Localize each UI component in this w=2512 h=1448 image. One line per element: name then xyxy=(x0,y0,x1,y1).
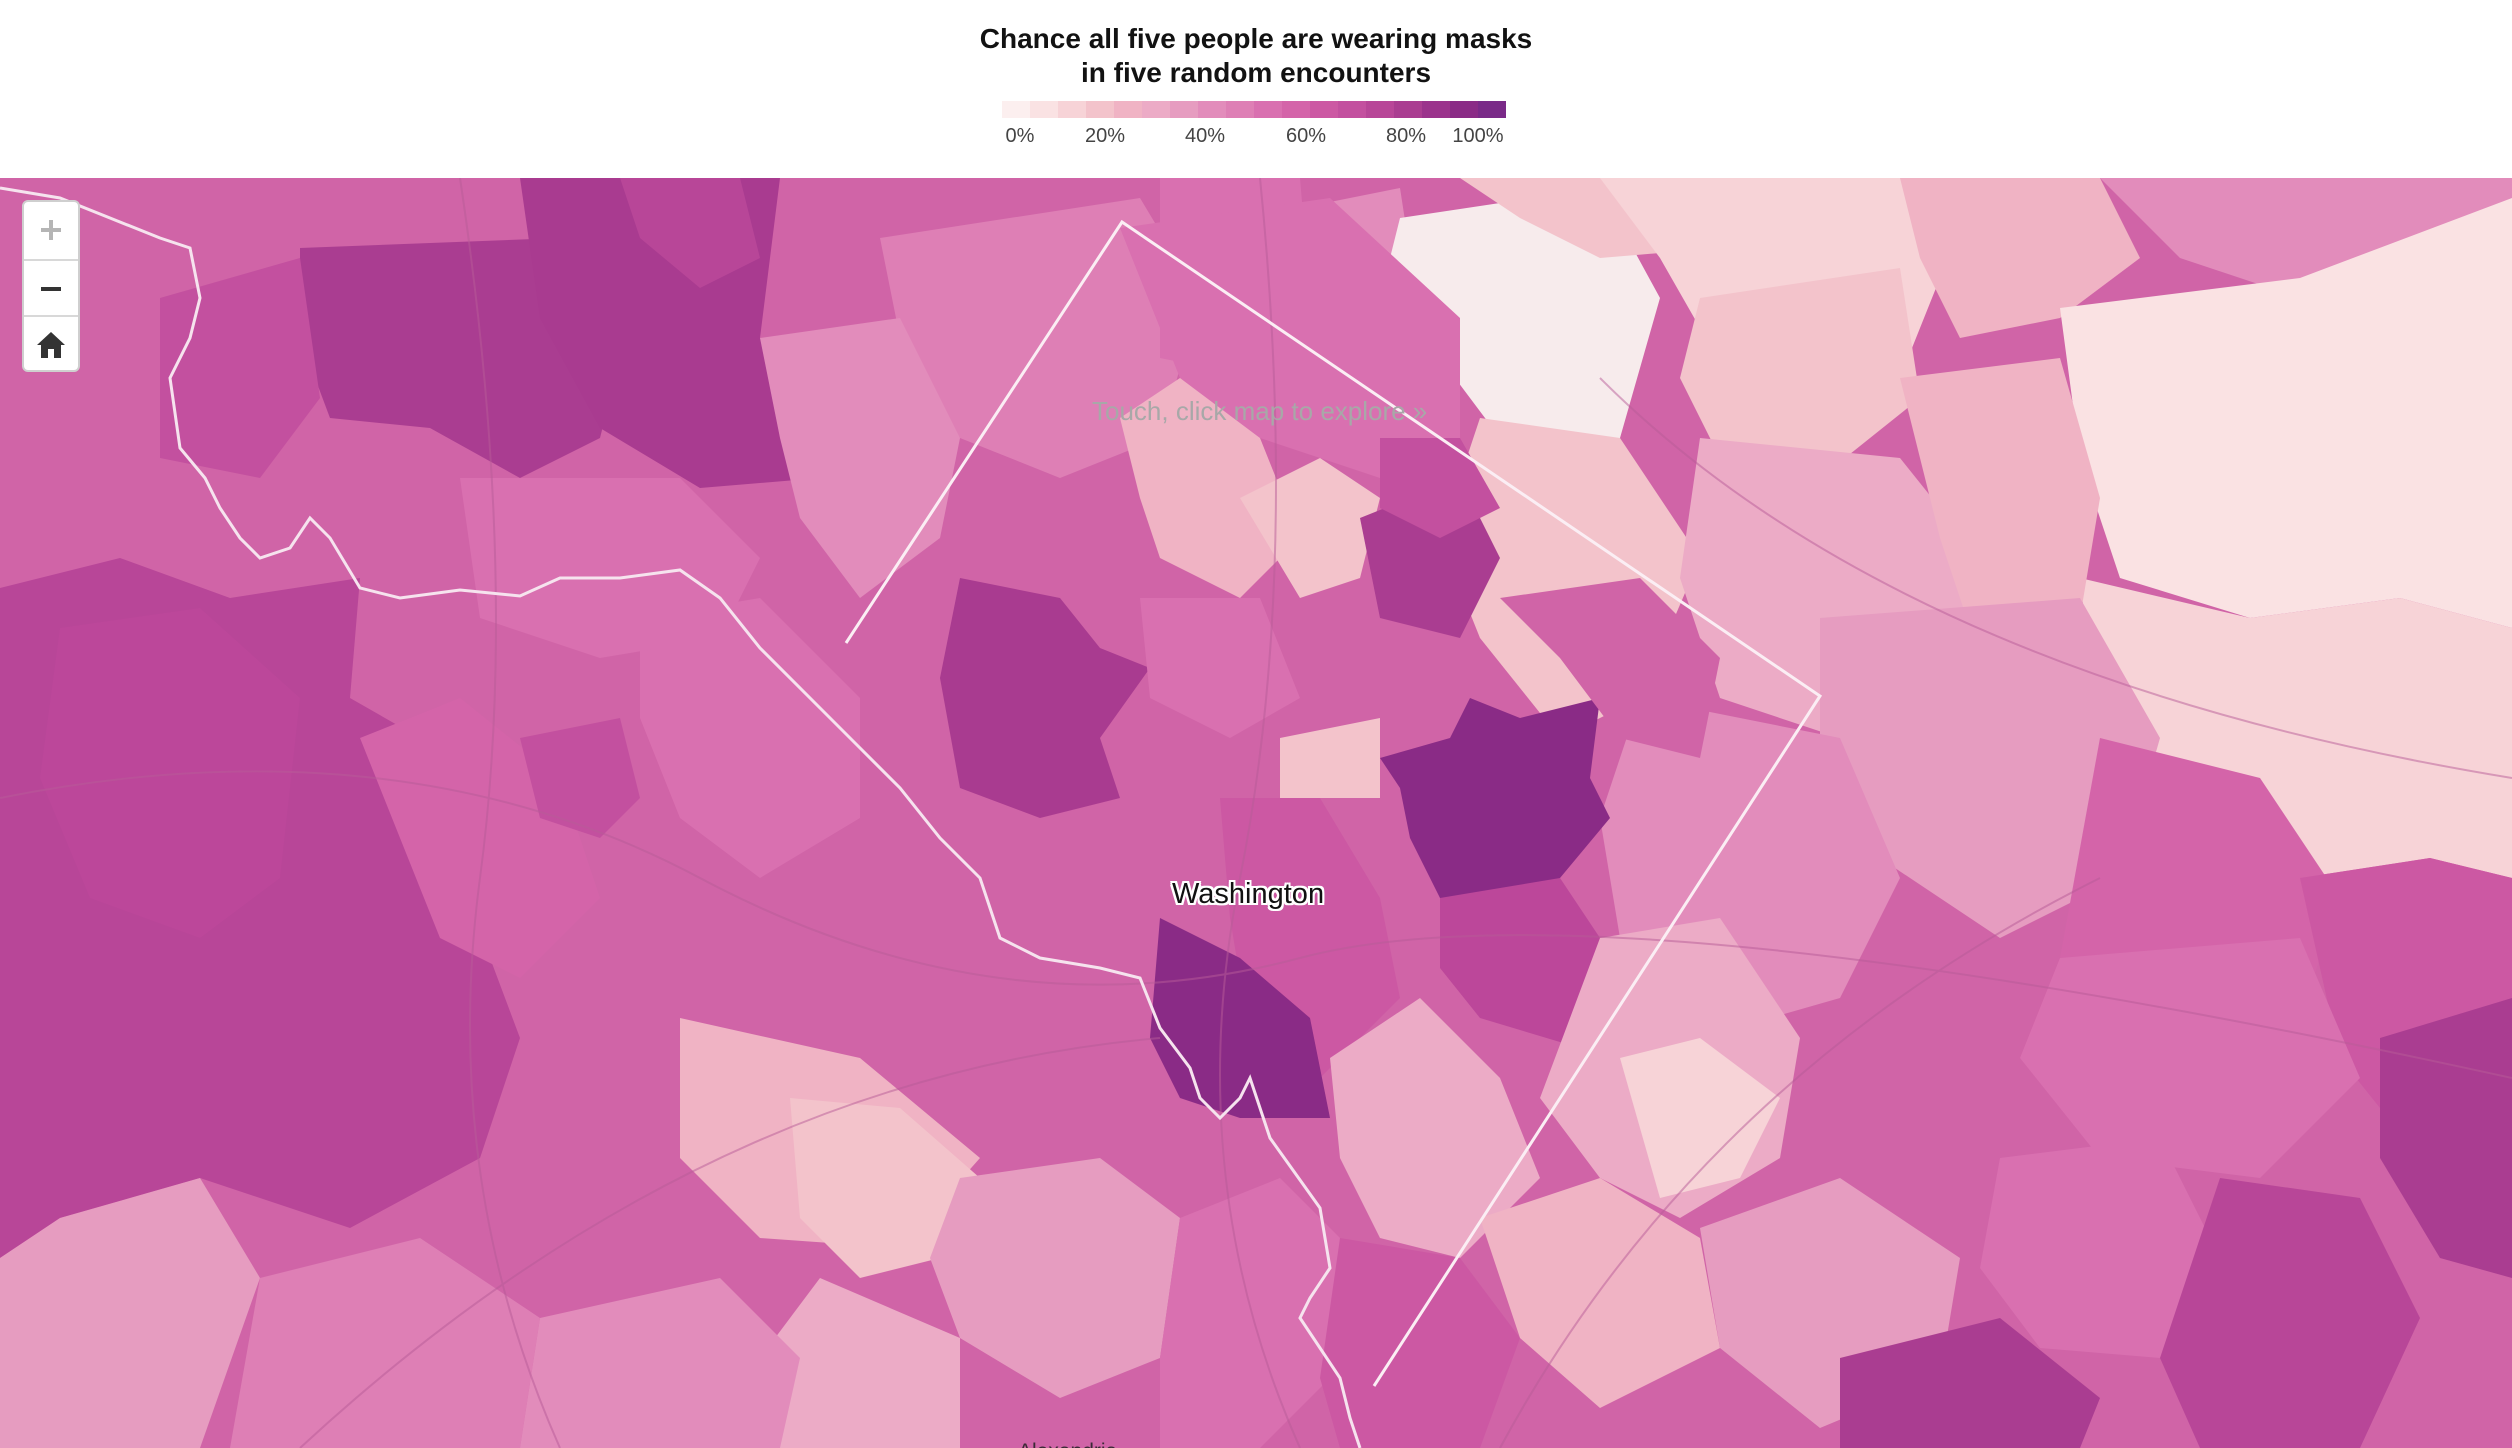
region[interactable] xyxy=(2060,198,2512,628)
legend-swatch xyxy=(1450,101,1478,118)
legend-swatch xyxy=(1002,101,1030,118)
legend-swatch xyxy=(1282,101,1310,118)
zoom-in-button[interactable] xyxy=(24,202,78,258)
region[interactable] xyxy=(1330,998,1540,1258)
region[interactable] xyxy=(2380,998,2512,1278)
region[interactable] xyxy=(640,598,860,878)
region[interactable] xyxy=(940,578,1150,818)
region[interactable] xyxy=(520,718,640,838)
region[interactable] xyxy=(2080,578,2512,878)
legend-swatch xyxy=(1394,101,1422,118)
legend-swatch xyxy=(1366,101,1394,118)
region[interactable] xyxy=(620,178,760,288)
region[interactable] xyxy=(1280,718,1380,798)
legend-tick-80: 80% xyxy=(1385,125,1427,147)
region[interactable] xyxy=(790,1098,980,1278)
legend-swatch xyxy=(1058,101,1086,118)
region[interactable] xyxy=(1980,1138,2220,1358)
region[interactable] xyxy=(1320,1238,1520,1448)
region[interactable] xyxy=(1150,918,1330,1118)
legend-swatch xyxy=(1422,101,1450,118)
road-lines xyxy=(0,178,2512,1448)
legend-swatch xyxy=(1170,101,1198,118)
region[interactable] xyxy=(520,1278,800,1448)
map-controls xyxy=(22,200,80,372)
region[interactable] xyxy=(0,1178,260,1448)
region[interactable] xyxy=(1480,1178,1720,1408)
choropleth-map[interactable]: Touch, click map to explore » Washington… xyxy=(0,178,2512,1448)
legend-header: Chance all five people are wearing masks… xyxy=(0,0,2512,178)
legend-swatch xyxy=(1338,101,1366,118)
legend-title-line1: Chance all five people are wearing masks xyxy=(979,23,1533,54)
region[interactable] xyxy=(760,1278,960,1448)
zoom-out-button[interactable] xyxy=(24,259,78,317)
region[interactable] xyxy=(1500,578,1720,758)
legend-tick-100: 100% xyxy=(1452,125,1504,147)
legend-swatch xyxy=(1226,101,1254,118)
region[interactable] xyxy=(1120,378,1300,598)
region[interactable] xyxy=(1380,698,1610,908)
plus-icon xyxy=(41,220,61,240)
map-regions[interactable] xyxy=(0,178,2512,1448)
explore-hint: Touch, click map to explore » xyxy=(1092,396,1428,426)
region[interactable] xyxy=(2160,1178,2420,1448)
region[interactable] xyxy=(460,478,760,658)
label-washington: Washington xyxy=(1172,878,1325,910)
legend-swatch xyxy=(1198,101,1226,118)
region[interactable] xyxy=(1900,358,2100,658)
legend-color-bar xyxy=(1002,101,1506,118)
legend-swatch xyxy=(1310,101,1338,118)
legend-tick-40: 40% xyxy=(1184,125,1226,147)
legend-swatch xyxy=(1086,101,1114,118)
region[interactable] xyxy=(1840,1318,2100,1448)
region[interactable] xyxy=(1820,598,2160,938)
region[interactable] xyxy=(230,1238,540,1448)
region[interactable] xyxy=(760,318,960,598)
home-button[interactable] xyxy=(24,315,78,373)
region[interactable] xyxy=(880,198,1200,478)
label-alexandria: Alexandria xyxy=(1018,1440,1117,1448)
region[interactable] xyxy=(1380,438,1500,538)
color-legend: 0% 20% 40% 60% 80% 100% xyxy=(1002,101,1506,149)
legend-swatch xyxy=(1254,101,1282,118)
minus-icon xyxy=(41,287,61,291)
legend-tick-20: 20% xyxy=(1084,125,1126,147)
legend-swatch xyxy=(1142,101,1170,118)
region[interactable] xyxy=(930,1158,1180,1398)
home-icon xyxy=(37,332,65,358)
region[interactable] xyxy=(40,608,300,938)
legend-swatch xyxy=(1114,101,1142,118)
region[interactable] xyxy=(1680,268,1920,478)
dc-boundary xyxy=(844,219,1823,1387)
region[interactable] xyxy=(1160,1178,1340,1448)
region[interactable] xyxy=(1140,598,1300,738)
region[interactable] xyxy=(160,258,320,478)
region[interactable] xyxy=(1120,198,1460,478)
legend-swatch xyxy=(1030,101,1058,118)
region[interactable] xyxy=(1620,1038,1780,1198)
legend-tick-0: 0% xyxy=(1005,125,1035,147)
legend-swatch xyxy=(1478,101,1506,118)
legend-tick-60: 60% xyxy=(1285,125,1327,147)
legend-title: Chance all five people are wearing masks… xyxy=(0,22,2512,90)
river-boundary-line xyxy=(0,186,1362,1448)
legend-title-line2: in five random encounters xyxy=(1080,57,1432,88)
region[interactable] xyxy=(520,178,840,488)
region[interactable] xyxy=(1900,178,2140,338)
